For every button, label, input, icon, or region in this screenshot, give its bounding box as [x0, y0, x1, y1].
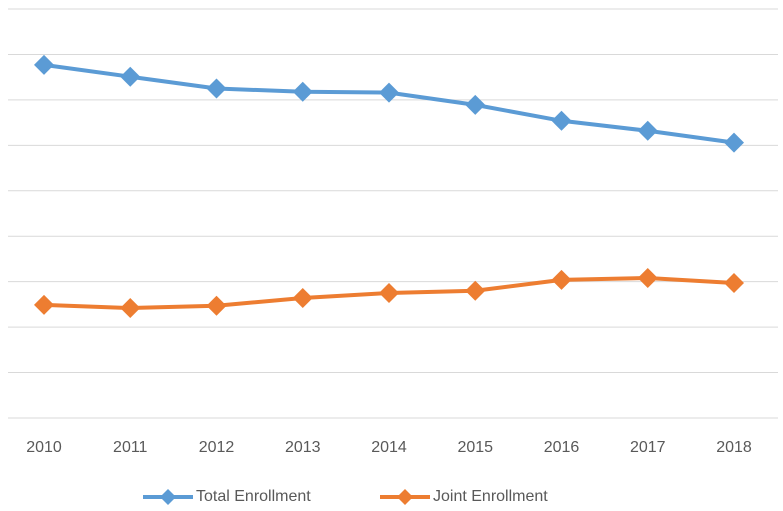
x-tick-label: 2010: [26, 439, 62, 456]
x-tick-label: 2015: [457, 439, 493, 456]
marker: [551, 110, 572, 131]
x-tick-label: 2017: [630, 439, 666, 456]
marker: [292, 81, 313, 102]
marker: [206, 295, 227, 316]
marker: [292, 288, 313, 309]
series-line: [43, 62, 735, 145]
legend-marker: [397, 489, 413, 505]
marker: [637, 120, 658, 141]
x-tick-label: 2013: [285, 439, 321, 456]
legend-label: Joint Enrollment: [433, 488, 548, 505]
legend-marker: [160, 489, 176, 505]
marker: [379, 283, 399, 304]
marker: [724, 132, 744, 153]
marker: [120, 66, 141, 87]
x-tick-label: 2018: [716, 439, 752, 456]
marker: [34, 54, 54, 75]
x-tick-label: 2011: [113, 439, 148, 456]
marker: [465, 280, 486, 301]
x-tick-label: 2014: [371, 439, 407, 456]
marker: [724, 273, 744, 294]
marker: [206, 78, 227, 99]
marker: [120, 298, 141, 319]
marker: [637, 268, 658, 289]
x-tick-label: 2016: [544, 439, 580, 456]
x-tick-label: 2012: [199, 439, 235, 456]
legend-label: Total Enrollment: [196, 488, 311, 505]
marker: [379, 82, 399, 103]
marker: [34, 294, 54, 315]
marker: [465, 94, 486, 115]
marker: [551, 269, 572, 290]
